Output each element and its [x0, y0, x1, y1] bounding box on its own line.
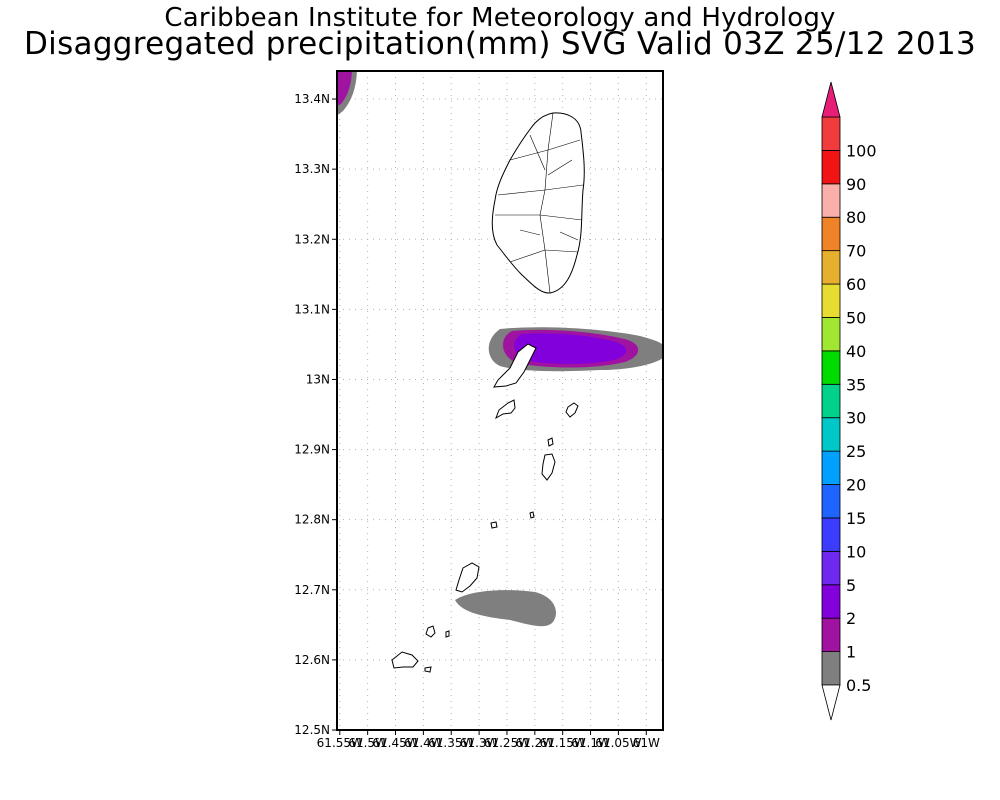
lon-tick-label: 61.5W: [348, 736, 387, 750]
legend-swatch: [821, 317, 841, 352]
island-mayreau: [529, 511, 535, 519]
product-title: Disaggregated precipitation(mm) SVG Vali…: [23, 26, 977, 62]
island-bequia: [493, 343, 537, 388]
legend-label: 25: [846, 442, 866, 461]
lat-tick-label: 13.2N: [294, 232, 330, 246]
legend-label: 0.5: [846, 676, 871, 695]
lat-tick-label: 12.7N: [294, 583, 330, 597]
lon-tick-label: 61.3W: [460, 736, 499, 750]
lat-tick-label: 13.3N: [294, 162, 330, 176]
legend-swatch: [821, 651, 841, 686]
lat-tick-label: 13N: [306, 372, 330, 386]
legend-label: 15: [846, 509, 866, 528]
lon-tick-label: 61.15W: [540, 736, 586, 750]
legend-label: 20: [846, 476, 866, 495]
precip-area-north-grenadines: [488, 327, 663, 372]
legend-swatch: [821, 216, 841, 252]
legend-label: 40: [846, 342, 866, 361]
legend-swatch: [821, 417, 841, 452]
lat-tick-label: 12.5N: [294, 723, 330, 737]
precip-area-south: [455, 590, 556, 627]
lon-tick-label: 61.4W: [404, 736, 443, 750]
island-baliceaux: [565, 402, 579, 418]
map-content: [337, 71, 663, 730]
legend-label: 10: [846, 542, 866, 561]
legend-swatch: [821, 283, 841, 318]
island-coastlines: [391, 112, 585, 673]
legend-label: 5: [846, 576, 856, 595]
legend-swatch: [821, 150, 841, 185]
gridlines: [337, 71, 663, 730]
legend-below-triangle: [821, 684, 841, 721]
lat-tick-label: 12.8N: [294, 513, 330, 527]
lat-tick-label: 13.4N: [294, 92, 330, 106]
island-st-vincent: [491, 112, 585, 294]
legend-swatch: [821, 183, 841, 218]
legend-label: 80: [846, 208, 866, 227]
lon-tick-label: 61.2W: [516, 736, 555, 750]
legend-label: 1: [846, 643, 856, 662]
precip-area-northwest-corner: [337, 71, 357, 115]
legend-swatch: [821, 517, 841, 552]
island-petit-st-vincent: [424, 666, 432, 673]
lon-tick-label: 61.45W: [372, 736, 418, 750]
axis-ticks: 13.4N 13.3N 13.2N 13.1N 13N 12.9N 12.8N 12.7N 12…: [294, 92, 660, 750]
legend-swatch: [821, 383, 841, 419]
island-union: [455, 562, 480, 593]
lon-tick-label: 61.55W: [317, 736, 363, 750]
legend-label: 30: [846, 409, 866, 428]
legend-swatch: [821, 550, 841, 586]
legend-label: 35: [846, 375, 866, 394]
institute-title: Caribbean Institute for Meteorology and …: [164, 3, 836, 33]
island-palm: [425, 625, 436, 638]
legend-swatch: [821, 250, 841, 285]
legend-label: 100: [846, 141, 877, 160]
lon-tick-label: 61.35W: [428, 736, 474, 750]
lat-tick-label: 12.6N: [294, 653, 330, 667]
island-canouan: [541, 453, 556, 481]
legend-above-triangle: [821, 81, 841, 118]
map-frame: [336, 70, 664, 731]
legend-label: 2: [846, 609, 856, 628]
legend-swatch: [821, 484, 841, 519]
legend-label: 70: [846, 242, 866, 261]
lon-tick-label: 61.05W: [595, 736, 641, 750]
lon-tick-label: 61.1W: [571, 736, 610, 750]
island-petit-martinique: [445, 630, 450, 638]
island-mustique: [495, 399, 516, 420]
legend-label: 90: [846, 175, 866, 194]
legend-swatch: [821, 116, 841, 151]
lon-tick-label: 61.25W: [484, 736, 530, 750]
island-battowia: [547, 437, 554, 447]
island-carriacou: [391, 651, 419, 669]
island-tobago-cays: [490, 521, 498, 529]
legend-swatch: [821, 584, 841, 619]
legend-swatch: [821, 350, 841, 385]
legend-label: 60: [846, 275, 866, 294]
lon-tick-label: 61W: [633, 736, 660, 750]
legend-swatch: [821, 617, 841, 652]
lat-tick-label: 13.1N: [294, 302, 330, 316]
watershed-lines: [495, 112, 584, 294]
lat-tick-label: 12.9N: [294, 443, 330, 457]
legend-swatch: [821, 450, 841, 485]
legend-label: 50: [846, 308, 866, 327]
